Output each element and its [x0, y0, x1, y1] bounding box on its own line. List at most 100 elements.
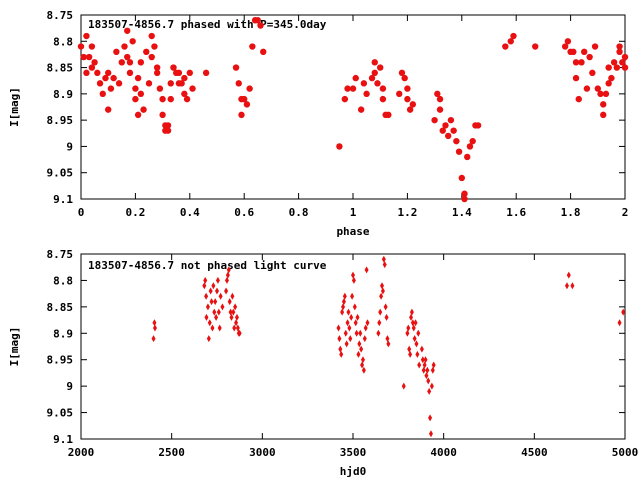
x-tick-label: 2500 — [158, 446, 185, 459]
data-point — [586, 53, 593, 61]
data-point — [229, 313, 234, 321]
data-point — [434, 90, 441, 98]
data-point — [206, 335, 211, 343]
data-point — [377, 64, 384, 71]
plot-1: 0 0.2 0.4 0.6 0.8 1 1.2 1.4 1.6 1.8 2 8.75 8.8 8.85 8.… — [8, 9, 628, 238]
data-point — [352, 74, 359, 82]
data-point — [83, 69, 90, 77]
data-point — [398, 69, 406, 77]
data-point — [564, 282, 569, 290]
data-point — [159, 95, 166, 103]
data-point — [360, 361, 365, 369]
data-point — [215, 287, 219, 295]
data-point — [85, 53, 93, 61]
data-point — [254, 17, 261, 24]
data-point — [220, 303, 225, 311]
data-point — [383, 303, 388, 311]
data-point — [378, 308, 383, 316]
data-point — [208, 287, 213, 295]
x-axis-label: hjd0 — [340, 465, 367, 478]
data-point — [354, 329, 359, 337]
data-point — [461, 195, 468, 203]
data-point — [406, 106, 414, 113]
data-point — [404, 85, 411, 92]
data-point — [356, 350, 361, 358]
data-point — [344, 85, 351, 92]
data-point — [431, 361, 436, 369]
data-point — [572, 59, 580, 66]
data-point — [183, 95, 191, 103]
data-point — [137, 59, 145, 66]
data-point — [94, 69, 101, 77]
data-point — [364, 266, 369, 274]
data-point — [224, 276, 229, 284]
data-point — [88, 43, 96, 50]
data-point — [77, 43, 85, 50]
data-point — [409, 313, 414, 321]
data-point — [337, 335, 342, 343]
x-tick-label: 0 — [78, 206, 85, 219]
data-point — [594, 85, 601, 92]
y-tick-label: 8.75 — [47, 248, 74, 261]
data-point — [610, 59, 618, 66]
x-tick-label: 0.4 — [180, 206, 200, 219]
y-axis-label: I[mag] — [8, 327, 21, 367]
data-point — [203, 276, 208, 284]
data-point — [170, 64, 177, 71]
y-tick-label: 8.95 — [47, 114, 74, 127]
data-point — [426, 377, 431, 385]
data-point — [591, 43, 599, 50]
data-point — [425, 366, 430, 374]
plot-2: 2000 2500 3000 3500 4000 4500 5000 8.75 8.8 8.85 8… — [8, 248, 638, 478]
data-point — [241, 95, 248, 103]
data-point — [211, 282, 216, 290]
data-point — [428, 430, 433, 438]
data-point — [121, 43, 128, 50]
data-point — [210, 324, 215, 332]
data-point — [469, 137, 476, 145]
data-point — [148, 53, 155, 61]
data-point — [235, 324, 240, 332]
data-point — [379, 95, 387, 103]
data-point — [422, 361, 427, 369]
data-point — [126, 69, 134, 77]
data-point — [572, 74, 580, 82]
y-tick-label: 9.05 — [47, 167, 74, 180]
chart-title: 183507-4856.7 not phased light curve — [88, 259, 327, 272]
data-point — [361, 366, 366, 374]
data-point — [406, 324, 411, 332]
data-point — [461, 190, 468, 197]
data-point — [382, 261, 387, 269]
data-point — [455, 148, 463, 155]
y-tick-label: 8.8 — [53, 35, 73, 48]
data-point — [619, 59, 626, 66]
data-point — [458, 174, 465, 182]
data-point — [115, 80, 123, 87]
x-tick-label: 0.2 — [125, 206, 145, 219]
data-point — [124, 53, 131, 61]
data-point — [605, 64, 612, 71]
data-point — [232, 64, 240, 71]
data-point — [385, 111, 392, 119]
data-point — [613, 64, 621, 71]
data-point — [99, 90, 106, 98]
data-point — [234, 313, 239, 321]
data-point — [360, 80, 368, 87]
data-point — [181, 74, 188, 82]
data-point — [137, 90, 145, 98]
data-point — [423, 356, 428, 364]
data-point — [357, 340, 362, 348]
data-point — [371, 69, 378, 77]
data-point — [226, 266, 231, 274]
data-point — [377, 319, 382, 327]
data-point — [416, 329, 421, 337]
data-point — [235, 80, 242, 87]
data-point — [561, 43, 569, 50]
data-point — [363, 324, 368, 332]
data-point — [181, 90, 188, 98]
data-point — [167, 95, 174, 103]
data-point — [427, 387, 432, 395]
data-point — [583, 85, 591, 92]
x-tick-label: 2 — [622, 206, 629, 219]
